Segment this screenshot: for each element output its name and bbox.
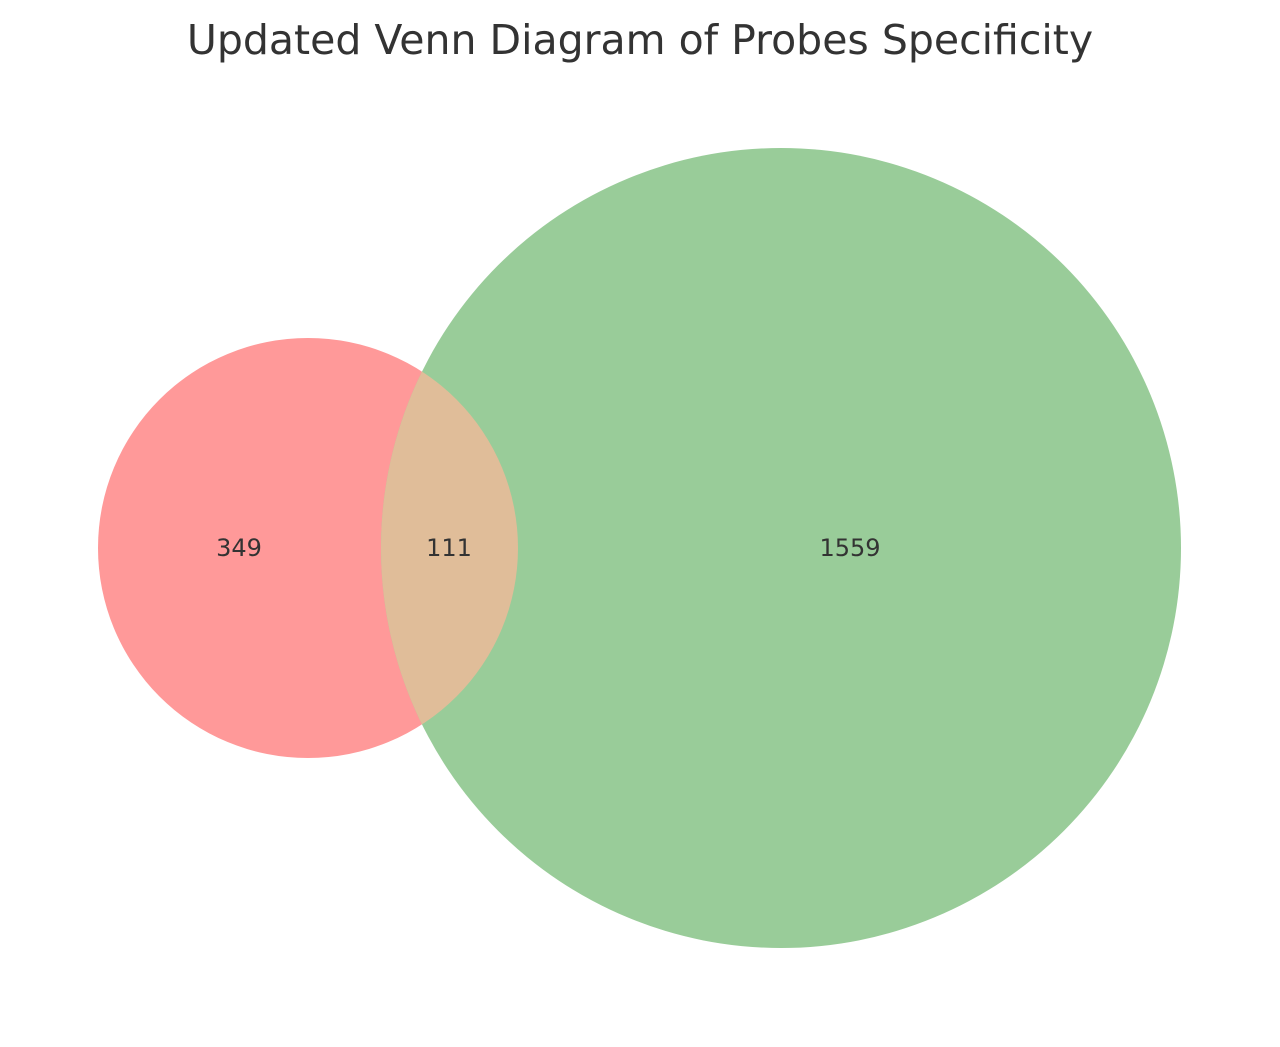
venn-set-b-circle xyxy=(381,148,1181,948)
venn-label-intersection: 111 xyxy=(426,534,472,562)
venn-intersection-region xyxy=(381,338,518,758)
venn-label-only-b: 1559 xyxy=(819,534,880,562)
venn-label-only-a: 349 xyxy=(216,534,262,562)
chart-title: Updated Venn Diagram of Probes Specifici… xyxy=(186,16,1094,64)
